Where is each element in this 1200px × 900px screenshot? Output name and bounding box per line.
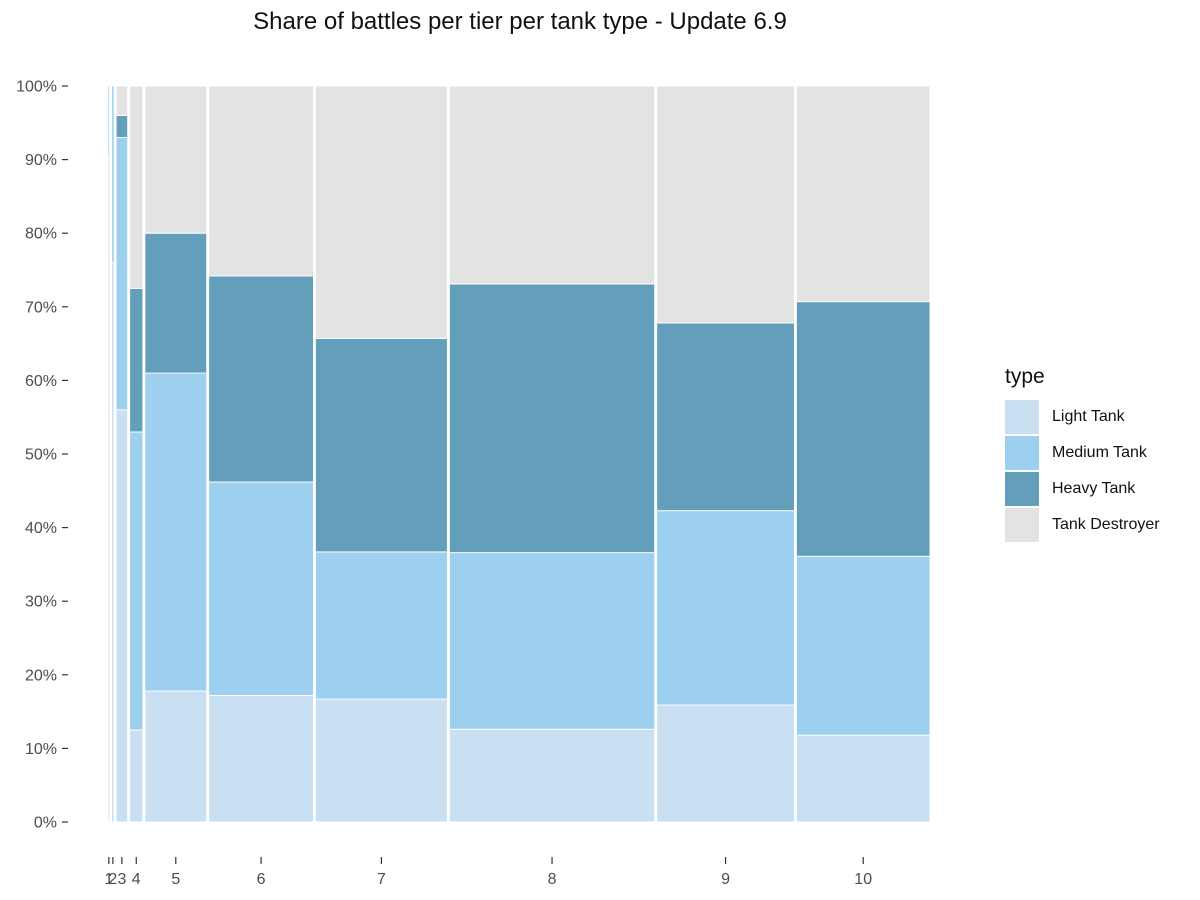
chart-title: Share of battles per tier per tank type … <box>253 8 787 35</box>
segment-medium-tank-tier-1 <box>107 85 111 157</box>
legend-item-tank-destroyer: Tank Destroyer <box>1005 507 1160 543</box>
y-tick-label: 0% <box>34 815 57 832</box>
y-tick-label: 90% <box>25 152 57 169</box>
legend-item-medium-tank: Medium Tank <box>1005 435 1160 471</box>
column-tier-8 <box>448 85 656 823</box>
y-tick-label: 30% <box>25 594 57 611</box>
legend-item-light-tank: Light Tank <box>1005 399 1160 435</box>
segment-heavy-tank-tier-6 <box>208 275 314 483</box>
segment-medium-tank-tier-9 <box>656 510 795 706</box>
legend: type Light Tank Medium Tank Heavy Tank Tank… <box>1005 365 1160 543</box>
segment-light-tank-tier-1 <box>107 155 111 823</box>
segment-light-tank-tier-5 <box>144 690 208 823</box>
legend-swatch <box>1005 436 1039 470</box>
legend-title: type <box>1005 365 1045 388</box>
plot-area <box>107 85 931 823</box>
column-tier-5 <box>144 85 208 823</box>
column-tier-4 <box>129 85 144 823</box>
x-tick-label: 9 <box>721 871 730 888</box>
segment-medium-tank-tier-2 <box>111 85 115 264</box>
segment-tank-destroyer-tier-8 <box>448 85 656 285</box>
legend-label: Medium Tank <box>1052 444 1147 461</box>
x-tick-label: 6 <box>257 871 266 888</box>
segment-heavy-tank-tier-10 <box>795 301 931 557</box>
segment-medium-tank-tier-7 <box>314 551 448 700</box>
y-tick-label: 100% <box>16 79 57 96</box>
y-tick-label: 60% <box>25 373 57 390</box>
y-tick-label: 10% <box>25 741 57 758</box>
column-tier-3 <box>115 85 129 823</box>
x-tick-label: 8 <box>548 871 557 888</box>
segment-light-tank-tier-6 <box>208 694 314 823</box>
legend-label: Light Tank <box>1052 408 1125 425</box>
x-axis: 12 3 4 5 6 7 8 9 10 <box>104 857 872 888</box>
column-tier-10 <box>795 85 931 823</box>
segment-heavy-tank-tier-3 <box>115 114 129 138</box>
column-tier-9 <box>656 85 795 823</box>
segment-medium-tank-tier-8 <box>448 552 656 730</box>
segment-medium-tank-tier-4 <box>129 431 144 731</box>
segment-heavy-tank-tier-8 <box>448 283 656 554</box>
segment-tank-destroyer-tier-5 <box>144 85 208 234</box>
y-tick-label: 20% <box>25 667 57 684</box>
legend-swatch <box>1005 400 1039 434</box>
segment-medium-tank-tier-3 <box>115 137 129 411</box>
segment-light-tank-tier-9 <box>656 704 795 823</box>
segment-tank-destroyer-tier-3 <box>115 85 129 116</box>
segment-medium-tank-tier-6 <box>208 481 314 696</box>
legend-label: Tank Destroyer <box>1052 516 1160 533</box>
column-tier-6 <box>208 85 314 823</box>
segment-light-tank-tier-8 <box>448 728 656 823</box>
segment-heavy-tank-tier-4 <box>129 287 144 433</box>
segment-light-tank-tier-3 <box>115 409 129 823</box>
segment-light-tank-tier-4 <box>129 729 144 823</box>
x-tick-label: 7 <box>377 871 386 888</box>
segment-light-tank-tier-7 <box>314 698 448 823</box>
legend-label: Heavy Tank <box>1052 480 1136 497</box>
column-tier-2 <box>111 85 115 823</box>
segment-tank-destroyer-tier-9 <box>656 85 795 324</box>
segment-tank-destroyer-tier-7 <box>314 85 448 339</box>
y-tick-label: 70% <box>25 299 57 316</box>
segment-light-tank-tier-2 <box>111 262 115 823</box>
column-tier-7 <box>314 85 448 823</box>
segment-heavy-tank-tier-9 <box>656 322 795 512</box>
segment-tank-destroyer-tier-4 <box>129 85 144 289</box>
segment-heavy-tank-tier-5 <box>144 232 208 374</box>
x-tick-label: 10 <box>854 871 872 888</box>
segment-tank-destroyer-tier-10 <box>795 85 931 303</box>
segment-medium-tank-tier-10 <box>795 555 931 736</box>
legend-item-heavy-tank: Heavy Tank <box>1005 471 1160 507</box>
segment-light-tank-tier-10 <box>795 734 931 823</box>
y-tick-label: 80% <box>25 226 57 243</box>
y-tick-label: 40% <box>25 520 57 537</box>
x-tick-label: 4 <box>132 871 141 888</box>
x-tick-label: 5 <box>171 871 180 888</box>
x-tick-label: 1 <box>104 871 113 888</box>
column-tier-1 <box>107 85 111 823</box>
legend-swatch <box>1005 508 1039 542</box>
legend-swatch <box>1005 472 1039 506</box>
segment-tank-destroyer-tier-6 <box>208 85 314 277</box>
segment-heavy-tank-tier-7 <box>314 337 448 553</box>
segment-medium-tank-tier-5 <box>144 372 208 692</box>
x-tick-label: 3 <box>117 871 126 888</box>
y-axis: 0% 10% 20% 30% 40% 50% 60% 70% 80% 90% 100% <box>16 79 68 832</box>
y-tick-label: 50% <box>25 447 57 464</box>
x-tick-label: 2 <box>108 871 117 888</box>
